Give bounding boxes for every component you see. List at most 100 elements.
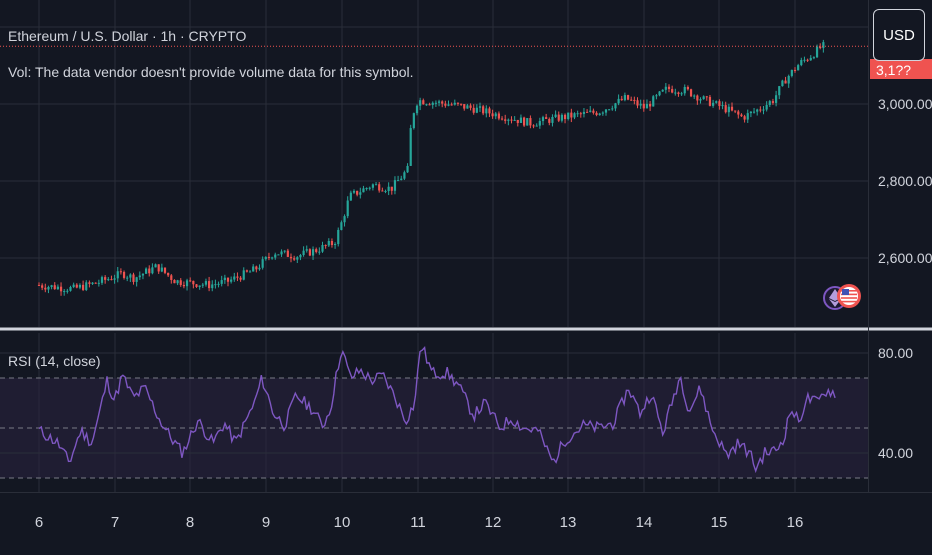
candle-body xyxy=(403,172,406,179)
candle-body xyxy=(299,254,302,258)
candle-body xyxy=(576,113,579,115)
candle-body xyxy=(756,109,759,112)
candle-body xyxy=(721,105,724,107)
us-flag-canton xyxy=(842,289,849,295)
candle-body xyxy=(674,92,677,94)
volume-note: Vol: The data vendor doesn't provide vol… xyxy=(8,64,414,80)
candle-body xyxy=(494,113,497,117)
candle-body xyxy=(611,108,614,110)
candle-body xyxy=(450,104,453,106)
candle-body xyxy=(472,107,475,113)
candle-body xyxy=(217,283,220,285)
candle-body xyxy=(463,104,466,109)
candle-body xyxy=(809,57,812,61)
candle-body xyxy=(428,104,431,106)
candle-body xyxy=(223,277,226,281)
candle-body xyxy=(768,101,771,105)
candle-body xyxy=(485,108,488,114)
candle-body xyxy=(526,118,529,126)
time-tick-label: 10 xyxy=(334,514,351,531)
candle-body xyxy=(296,257,299,260)
currency-button[interactable]: USD xyxy=(873,9,925,61)
candle-body xyxy=(248,271,252,273)
candle-body xyxy=(195,284,198,287)
candle-body xyxy=(491,113,494,117)
rsi-legend[interactable]: RSI (14, close) xyxy=(8,353,101,369)
candle-body xyxy=(211,284,214,289)
candle-body xyxy=(699,99,702,101)
candle-body xyxy=(126,277,129,279)
candle-body xyxy=(771,101,775,103)
candle-body xyxy=(434,102,437,104)
candle-body xyxy=(466,105,469,109)
candle-body xyxy=(220,280,223,284)
candle-body xyxy=(132,274,135,282)
candle-body xyxy=(311,249,315,256)
candle-body xyxy=(655,95,658,97)
candle-body xyxy=(724,105,727,113)
time-tick-label: 6 xyxy=(35,514,43,531)
candle-body xyxy=(255,266,258,270)
candle-body xyxy=(170,275,173,280)
candle-body xyxy=(283,250,286,252)
candle-body xyxy=(37,284,41,286)
candle-body xyxy=(649,103,652,107)
candle-body xyxy=(324,245,327,247)
candle-body xyxy=(397,180,400,182)
candle-body xyxy=(53,285,56,290)
candle-body xyxy=(532,125,535,127)
candle-body xyxy=(148,268,151,274)
candle-body xyxy=(185,280,189,287)
symbol-legend[interactable]: Ethereum / U.S. Dollar · 1h · CRYPTO xyxy=(8,28,247,44)
candle-body xyxy=(330,240,334,246)
candle-body xyxy=(44,287,47,290)
candle-body xyxy=(107,279,110,281)
candle-body xyxy=(447,104,450,106)
candle-body xyxy=(116,271,119,279)
candle-body xyxy=(456,102,460,104)
ethereum-us-flag-badge-icon xyxy=(823,284,861,310)
candle-body xyxy=(419,100,422,106)
time-tick-label: 14 xyxy=(636,514,653,531)
candle-body xyxy=(652,96,655,107)
candle-body xyxy=(822,42,825,49)
price-tick-label: 2,600.00 xyxy=(878,250,932,266)
candle-body xyxy=(277,254,280,256)
candle-body xyxy=(696,95,699,101)
candle-body xyxy=(110,279,113,281)
candle-body xyxy=(56,286,59,290)
candle-body xyxy=(267,256,271,258)
candle-body xyxy=(245,270,248,272)
candle-body xyxy=(113,278,116,280)
candle-body xyxy=(198,285,201,287)
candle-body xyxy=(119,271,122,273)
candle-body xyxy=(626,95,630,100)
us-flag-stripe xyxy=(841,300,857,303)
candle-body xyxy=(82,284,85,290)
candle-body xyxy=(239,277,242,280)
time-tick-label: 13 xyxy=(560,514,577,531)
candle-body xyxy=(59,286,63,292)
candle-body xyxy=(734,110,737,112)
candle-body xyxy=(286,250,289,257)
candle-body xyxy=(85,282,88,290)
candle-body xyxy=(293,258,296,260)
candle-body xyxy=(667,86,671,90)
candle-body xyxy=(352,190,356,193)
candle-body xyxy=(680,93,683,95)
candle-body xyxy=(308,249,311,256)
candle-body xyxy=(122,271,126,278)
candle-body xyxy=(730,106,734,111)
candle-body xyxy=(315,249,318,252)
candle-body xyxy=(75,284,78,288)
candle-body xyxy=(683,86,686,94)
candle-body xyxy=(633,99,636,101)
time-tick-label: 8 xyxy=(186,514,194,531)
candle-body xyxy=(179,280,182,285)
candle-body xyxy=(135,277,138,282)
candle-body xyxy=(793,69,797,71)
candle-body xyxy=(362,188,365,193)
candle-body xyxy=(289,256,293,259)
